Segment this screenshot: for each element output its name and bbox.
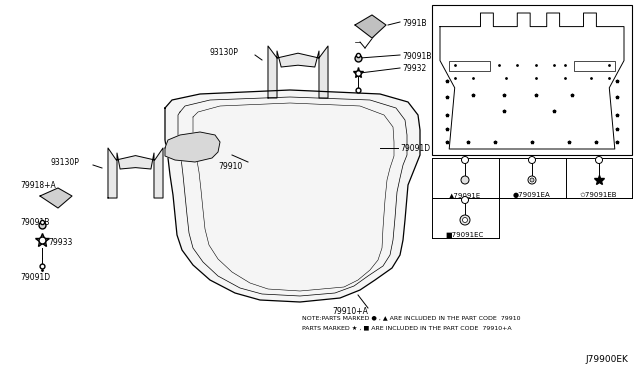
Polygon shape (165, 132, 220, 162)
Circle shape (461, 176, 469, 184)
Text: 79091D: 79091D (400, 144, 430, 153)
Circle shape (461, 157, 468, 164)
Text: 79091B: 79091B (20, 218, 49, 227)
Text: ▲79091E: ▲79091E (449, 192, 481, 198)
Text: ✩79091EB: ✩79091EB (580, 192, 618, 198)
Text: PARTS MARKED ★ , ■ ARE INCLUDED IN THE PART CODE  79910+A: PARTS MARKED ★ , ■ ARE INCLUDED IN THE P… (302, 326, 511, 330)
Text: 79918+A: 79918+A (20, 180, 56, 189)
Text: 79910+A: 79910+A (332, 308, 368, 317)
Circle shape (529, 157, 536, 164)
Circle shape (461, 196, 468, 203)
Polygon shape (268, 46, 328, 98)
Circle shape (463, 218, 467, 222)
Text: 93130P: 93130P (50, 157, 79, 167)
Text: ●79091EA: ●79091EA (513, 192, 551, 198)
Text: ■79091EC: ■79091EC (446, 232, 484, 238)
Polygon shape (40, 188, 72, 208)
Circle shape (595, 157, 602, 164)
Text: 7991B: 7991B (402, 19, 426, 28)
Text: NOTE:PARTS MARKED ● , ▲ ARE INCLUDED IN THE PART CODE  79910: NOTE:PARTS MARKED ● , ▲ ARE INCLUDED IN … (302, 315, 520, 321)
Circle shape (530, 178, 534, 182)
Polygon shape (165, 90, 420, 302)
Circle shape (460, 215, 470, 225)
Bar (574, 61, 615, 71)
Polygon shape (355, 15, 386, 38)
Text: 79091D: 79091D (20, 273, 50, 282)
Text: 79910: 79910 (218, 161, 243, 170)
Bar (432, 5, 632, 155)
Text: 79932: 79932 (402, 64, 426, 73)
Circle shape (528, 176, 536, 184)
Polygon shape (440, 13, 624, 149)
Text: J79900EK: J79900EK (585, 356, 628, 365)
Text: 79933: 79933 (48, 237, 72, 247)
Polygon shape (108, 148, 163, 198)
Bar (449, 61, 490, 71)
Text: 79091B: 79091B (402, 51, 431, 61)
Text: 93130P: 93130P (210, 48, 239, 57)
